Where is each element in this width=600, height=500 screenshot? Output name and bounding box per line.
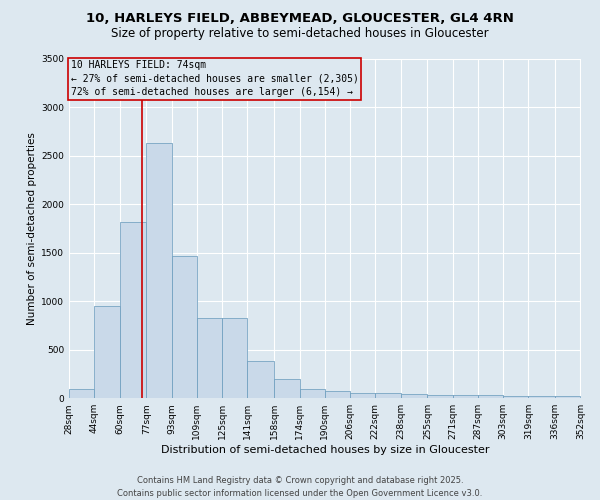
Y-axis label: Number of semi-detached properties: Number of semi-detached properties bbox=[27, 132, 37, 325]
Bar bbox=[247, 362, 274, 398]
Text: 10 HARLEYS FIELD: 74sqm
← 27% of semi-detached houses are smaller (2,305)
72% of: 10 HARLEYS FIELD: 74sqm ← 27% of semi-de… bbox=[71, 60, 358, 97]
Text: Size of property relative to semi-detached houses in Gloucester: Size of property relative to semi-detach… bbox=[111, 28, 489, 40]
Bar bbox=[427, 395, 452, 398]
Bar bbox=[146, 143, 172, 398]
Bar bbox=[478, 396, 503, 398]
Text: Contains HM Land Registry data © Crown copyright and database right 2025.
Contai: Contains HM Land Registry data © Crown c… bbox=[118, 476, 482, 498]
Bar bbox=[119, 222, 146, 398]
Bar bbox=[503, 396, 529, 398]
Bar bbox=[325, 392, 350, 398]
Bar bbox=[299, 388, 325, 398]
Bar bbox=[375, 394, 401, 398]
Bar bbox=[274, 379, 299, 398]
Bar bbox=[401, 394, 427, 398]
X-axis label: Distribution of semi-detached houses by size in Gloucester: Distribution of semi-detached houses by … bbox=[161, 445, 489, 455]
Bar bbox=[350, 393, 375, 398]
Bar bbox=[197, 318, 222, 398]
Bar bbox=[172, 256, 197, 398]
Bar bbox=[69, 389, 94, 398]
Bar bbox=[452, 396, 478, 398]
Bar bbox=[222, 318, 247, 398]
Text: 10, HARLEYS FIELD, ABBEYMEAD, GLOUCESTER, GL4 4RN: 10, HARLEYS FIELD, ABBEYMEAD, GLOUCESTER… bbox=[86, 12, 514, 26]
Bar bbox=[94, 306, 119, 398]
Bar bbox=[529, 396, 555, 398]
Bar bbox=[555, 396, 580, 398]
